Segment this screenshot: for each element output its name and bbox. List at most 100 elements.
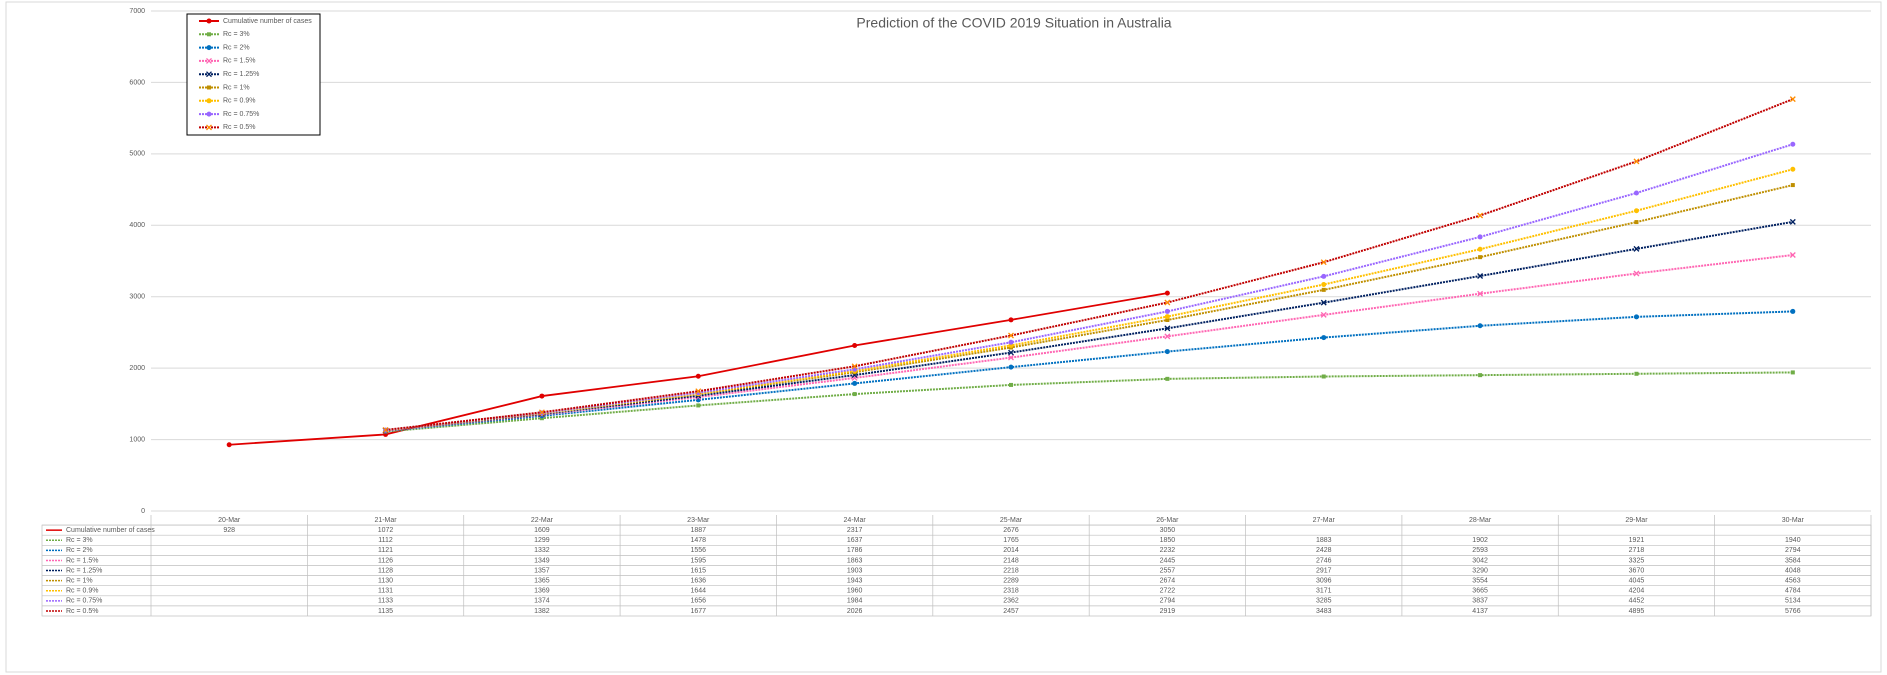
legend-marker-group <box>207 85 211 90</box>
point <box>1164 333 1171 340</box>
legend-marker-group <box>206 124 212 131</box>
point <box>1008 364 1014 370</box>
point <box>696 403 701 408</box>
point <box>1320 299 1327 306</box>
table-cell: 2428 <box>1316 547 1332 554</box>
point <box>1478 373 1483 378</box>
point <box>539 393 545 399</box>
table-cell: 1072 <box>378 527 394 534</box>
point <box>1633 158 1640 165</box>
legend-marker-group <box>206 45 212 51</box>
x-tick-label: 25-Mar <box>1000 517 1023 524</box>
data-point <box>1477 323 1483 329</box>
data-point <box>851 363 858 370</box>
data-point <box>695 373 701 379</box>
legend-label: Rc = 1.5% <box>223 58 256 65</box>
data-point <box>695 388 702 395</box>
table-cell: 1850 <box>1160 537 1176 544</box>
table-cell: 1677 <box>690 608 706 615</box>
table-cell: 1765 <box>1003 537 1019 544</box>
y-tick-label: 1000 <box>129 436 145 443</box>
data-point <box>1477 246 1483 252</box>
x-tick-label: 29-Mar <box>1625 517 1648 524</box>
x-tick-label: 20-Mar <box>218 517 241 524</box>
legend-marker-group <box>207 32 211 37</box>
table-cell: 2026 <box>847 608 863 615</box>
table-row-label: Rc = 2% <box>66 547 93 554</box>
table-cell: 928 <box>223 527 235 534</box>
series-line <box>385 310 1793 432</box>
table-row-label: Rc = 3% <box>66 537 93 544</box>
table-row-label: Rc = 1.25% <box>66 567 102 574</box>
table-cell: 1357 <box>534 567 550 574</box>
data-point <box>852 380 858 386</box>
series-line <box>385 98 1794 431</box>
legend-marker <box>206 111 212 117</box>
legend-marker-group <box>206 111 212 117</box>
table-cell: 1135 <box>378 608 393 615</box>
data-point <box>1790 166 1796 172</box>
data-point <box>1633 314 1639 320</box>
table-cell: 2746 <box>1316 557 1332 564</box>
point <box>1477 246 1483 252</box>
table-cell: 1902 <box>1472 537 1488 544</box>
data-point <box>1633 190 1639 196</box>
point <box>695 373 701 379</box>
table-cell: 2718 <box>1629 547 1645 554</box>
legend-marker <box>206 98 212 104</box>
table-cell: 3290 <box>1472 567 1488 574</box>
y-tick-label: 7000 <box>129 8 145 15</box>
point <box>852 380 858 386</box>
table-cell: 1374 <box>534 598 550 605</box>
table-cell: 1130 <box>378 577 393 584</box>
table-row-label: Cumulative number of cases <box>66 527 155 534</box>
table-cell: 1786 <box>847 547 863 554</box>
data-point <box>1164 314 1170 320</box>
data-point <box>1320 259 1327 266</box>
table-cell: 1940 <box>1785 537 1801 544</box>
table-cell: 3171 <box>1316 588 1332 595</box>
data-point <box>1164 349 1170 355</box>
point <box>1789 252 1796 258</box>
legend-label: Rc = 0.75% <box>223 111 259 118</box>
data-point <box>1477 273 1484 279</box>
legend-marker-group <box>206 98 212 104</box>
table-cell: 1903 <box>847 567 863 574</box>
table-cell: 2289 <box>1003 577 1019 584</box>
legend-label: Rc = 2% <box>223 44 250 51</box>
point <box>1477 323 1483 329</box>
point <box>1008 332 1014 339</box>
data-point <box>852 343 858 348</box>
point <box>1789 96 1796 103</box>
table-cell: 1332 <box>534 547 550 554</box>
table-cell: 1365 <box>534 577 550 584</box>
legend-marker <box>207 32 211 37</box>
point <box>226 442 232 448</box>
point <box>1789 218 1796 225</box>
data-point <box>1478 255 1483 260</box>
point <box>1633 190 1639 196</box>
data-point <box>1321 374 1326 379</box>
point <box>1164 314 1170 320</box>
table-cell: 1609 <box>534 527 550 534</box>
point <box>1321 335 1327 341</box>
table-cell: 4895 <box>1629 608 1645 615</box>
series-line <box>385 220 1793 432</box>
table-cell: 3584 <box>1785 557 1801 564</box>
y-tick-label: 3000 <box>129 294 145 301</box>
table-cell: 4045 <box>1629 577 1645 584</box>
data-point <box>1321 273 1327 279</box>
x-tick-label: 28-Mar <box>1469 517 1492 524</box>
table-cell: 1126 <box>378 557 393 564</box>
table-cell: 1112 <box>378 537 393 544</box>
table-cell: 1615 <box>690 567 706 574</box>
point <box>1790 141 1796 147</box>
table-cell: 1299 <box>534 537 550 544</box>
table-cell: 1133 <box>378 598 393 605</box>
point <box>1009 382 1013 387</box>
data-point <box>1321 335 1327 341</box>
data-point <box>1633 245 1640 252</box>
point <box>1477 273 1484 279</box>
point <box>1321 273 1327 279</box>
